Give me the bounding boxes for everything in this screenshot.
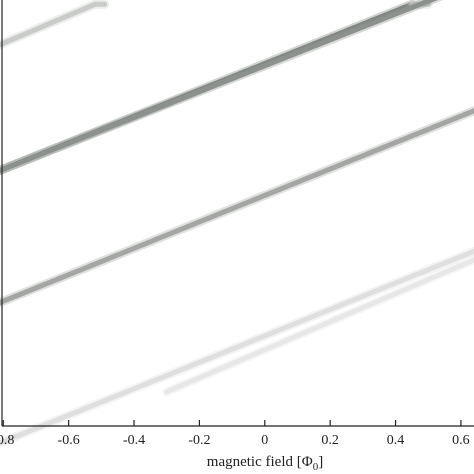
x-tick-label: -0.4 [123,433,145,448]
x-axis-label-suffix: ] [318,454,323,470]
x-tick-label: -0.6 [58,433,80,448]
x-axis-label-main: magnetic field [Φ [207,454,313,470]
series-line [0,248,474,446]
x-tick-label: 0.2 [321,433,339,448]
x-axis-label: magnetic field [Φ0] [207,454,323,473]
x-tick-label: -0.2 [188,433,210,448]
x-tick-label: -0.8 [0,433,14,448]
series-line [0,0,438,173]
x-tick-label: 0.6 [452,433,470,448]
series-line [0,108,474,305]
series-line [164,257,474,395]
series-line [0,1,108,48]
x-tick-label: 0.4 [387,433,405,448]
series-layer [0,0,474,448]
x-tick-label: 0 [261,433,268,448]
x-axis-label-subscript: 0 [313,461,319,473]
x-tick-layer: -0.8 -0.6 -0.4 -0.2 0 0.2 0.4 0.6 [0,420,470,448]
